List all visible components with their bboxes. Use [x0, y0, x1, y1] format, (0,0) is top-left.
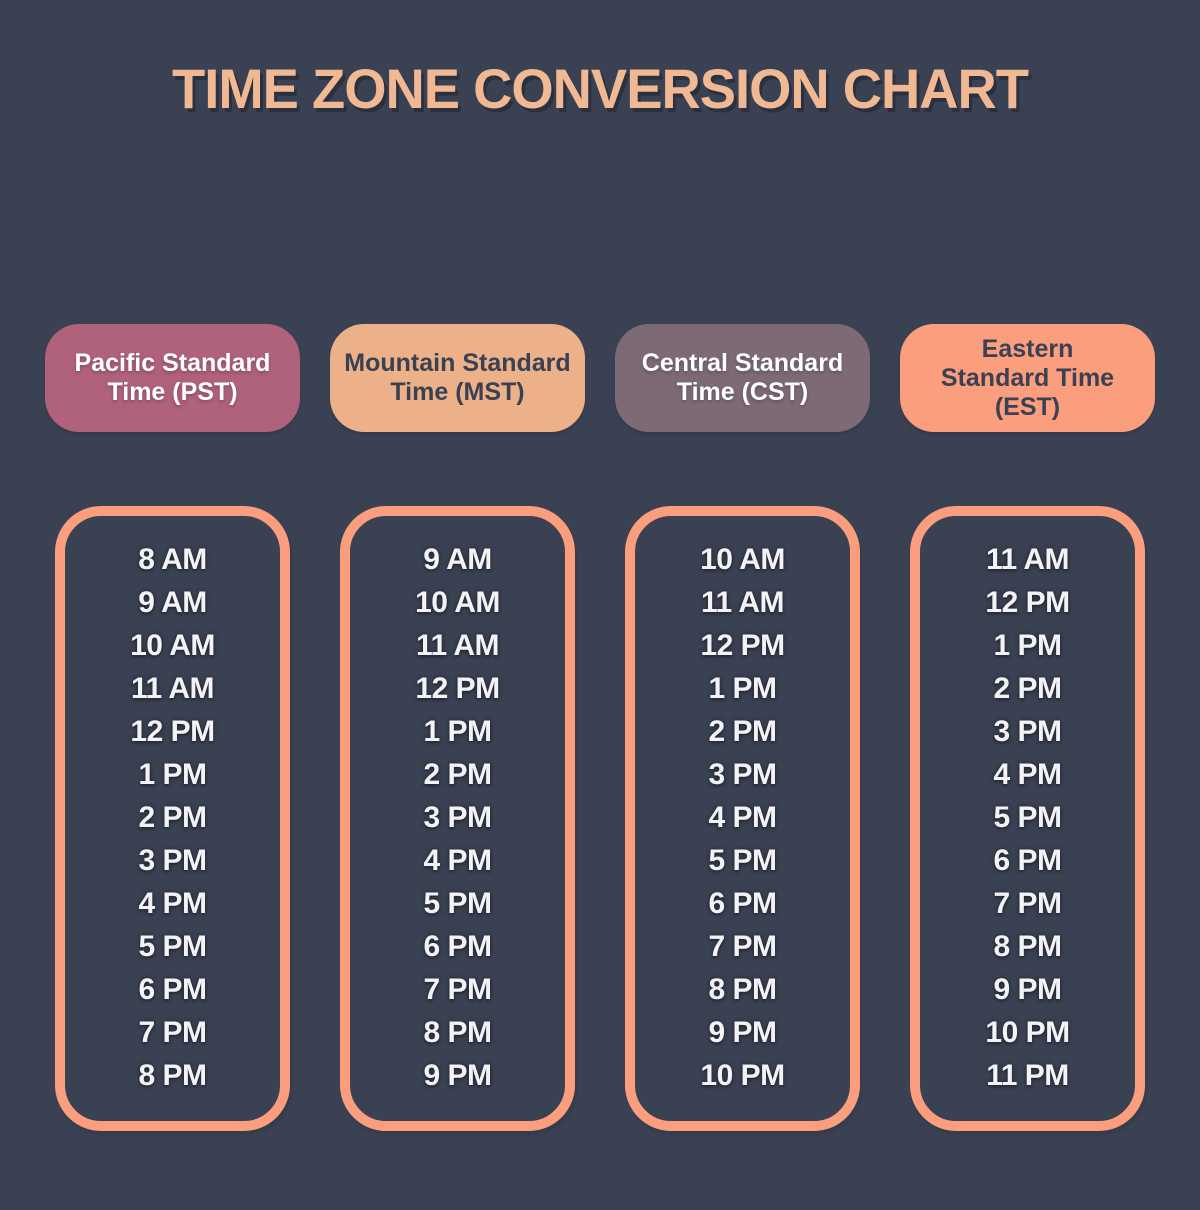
cst-times-list: 10 AM 11 AM 12 PM 1 PM 2 PM 3 PM 4 PM 5 PM 6 PM 7…: [635, 538, 850, 1097]
time-cell: 12 PM: [130, 714, 215, 748]
time-cell: 12 PM: [985, 585, 1070, 619]
time-cell: 11 AM: [985, 542, 1070, 576]
time-cell: 1 PM: [708, 671, 777, 705]
cst-header-line-1: Central Standard: [641, 349, 844, 377]
time-cell: 8 PM: [423, 1015, 492, 1049]
time-cell: 2 PM: [993, 671, 1062, 705]
time-cell: 3 PM: [138, 843, 207, 877]
time-cell: 11 AM: [130, 671, 215, 705]
time-cell: 6 PM: [993, 843, 1062, 877]
time-cell: 8 PM: [138, 1058, 207, 1092]
time-cell: 9 PM: [708, 1015, 777, 1049]
pst-times-list: 8 AM 9 AM 10 AM 11 AM 12 PM 1 PM 2 PM 3 PM 4 PM 5…: [65, 538, 280, 1097]
column-mst: Mountain Standard Time (MST) 9 AM 10 AM 11…: [330, 324, 585, 1131]
timezone-conversion-chart: TIME ZONE CONVERSION CHART Pacific Stand…: [0, 56, 1200, 1210]
mst-times-list: 9 AM 10 AM 11 AM 12 PM 1 PM 2 PM 3 PM 4 PM 5 PM 6…: [350, 538, 565, 1097]
time-cell: 1 PM: [423, 714, 492, 748]
time-cell: 6 PM: [708, 886, 777, 920]
time-cell: 7 PM: [138, 1015, 207, 1049]
column-pst: Pacific Standard Time (PST) 8 AM 9 AM 10 A…: [45, 324, 300, 1131]
time-cell: 11 AM: [415, 628, 500, 662]
column-cst: Central Standard Time (CST) 10 AM 11 AM 12…: [615, 324, 870, 1131]
time-cell: 2 PM: [423, 757, 492, 791]
cst-header-pill: Central Standard Time (CST): [615, 324, 870, 432]
time-cell: 8 PM: [708, 972, 777, 1006]
mst-times-box: 9 AM 10 AM 11 AM 12 PM 1 PM 2 PM 3 PM 4 PM 5 PM 6…: [340, 506, 575, 1131]
est-header-line-3: (EST): [994, 392, 1061, 421]
time-cell: 10 AM: [130, 628, 215, 662]
time-cell: 9 AM: [423, 542, 492, 576]
time-cell: 4 PM: [708, 800, 777, 834]
page-title: TIME ZONE CONVERSION CHART: [172, 57, 1029, 120]
time-cell: 5 PM: [138, 929, 207, 963]
time-cell: 4 PM: [423, 843, 492, 877]
time-cell: 7 PM: [993, 886, 1062, 920]
time-cell: 12 PM: [700, 628, 785, 662]
time-cell: 7 PM: [708, 929, 777, 963]
time-cell: 10 AM: [415, 585, 500, 619]
est-times-box: 11 AM 12 PM 1 PM 2 PM 3 PM 4 PM 5 PM 6 PM 7 PM 8 …: [910, 506, 1145, 1131]
time-cell: 6 PM: [138, 972, 207, 1006]
pst-header-line-1: Pacific Standard: [74, 349, 271, 377]
time-cell: 5 PM: [993, 800, 1062, 834]
pst-header-pill: Pacific Standard Time (PST): [45, 324, 300, 432]
time-cell: 10 PM: [985, 1015, 1070, 1049]
est-header-line-2: Standard Time: [940, 363, 1115, 392]
time-cell: 3 PM: [993, 714, 1062, 748]
est-times-list: 11 AM 12 PM 1 PM 2 PM 3 PM 4 PM 5 PM 6 PM 7 PM 8 …: [920, 538, 1135, 1097]
time-cell: 1 PM: [993, 628, 1062, 662]
est-header-line-1: Eastern: [981, 334, 1074, 363]
mst-header-line-2: Time (MST): [390, 378, 525, 406]
column-est: Eastern Standard Time (EST) 11 AM 12 PM 1 …: [900, 324, 1155, 1131]
time-cell: 9 PM: [993, 972, 1062, 1006]
time-cell: 5 PM: [708, 843, 777, 877]
time-cell: 4 PM: [138, 886, 207, 920]
pst-header-line-2: Time (PST): [107, 378, 238, 406]
time-cell: 10 PM: [700, 1058, 785, 1092]
time-cell: 8 PM: [993, 929, 1062, 963]
time-cell: 9 PM: [423, 1058, 492, 1092]
time-cell: 5 PM: [423, 886, 492, 920]
mst-header-pill: Mountain Standard Time (MST): [330, 324, 585, 432]
time-cell: 12 PM: [415, 671, 500, 705]
time-cell: 2 PM: [138, 800, 207, 834]
time-cell: 11 AM: [700, 585, 785, 619]
time-cell: 4 PM: [993, 757, 1062, 791]
mst-header-line-1: Mountain Standard: [344, 349, 571, 377]
time-cell: 1 PM: [138, 757, 207, 791]
time-cell: 3 PM: [423, 800, 492, 834]
pst-times-box: 8 AM 9 AM 10 AM 11 AM 12 PM 1 PM 2 PM 3 PM 4 PM 5…: [55, 506, 290, 1131]
time-cell: 8 AM: [138, 542, 207, 576]
time-cell: 10 AM: [700, 542, 785, 576]
time-cell: 2 PM: [708, 714, 777, 748]
est-header-pill: Eastern Standard Time (EST): [900, 324, 1155, 432]
time-cell: 3 PM: [708, 757, 777, 791]
time-cell: 9 AM: [138, 585, 207, 619]
time-cell: 7 PM: [423, 972, 492, 1006]
time-cell: 11 PM: [986, 1058, 1069, 1092]
cst-times-box: 10 AM 11 AM 12 PM 1 PM 2 PM 3 PM 4 PM 5 PM 6 PM 7…: [625, 506, 860, 1131]
cst-header-line-2: Time (CST): [676, 378, 809, 406]
time-cell: 6 PM: [423, 929, 492, 963]
timezone-columns: Pacific Standard Time (PST) 8 AM 9 AM 10 A…: [0, 324, 1200, 1131]
